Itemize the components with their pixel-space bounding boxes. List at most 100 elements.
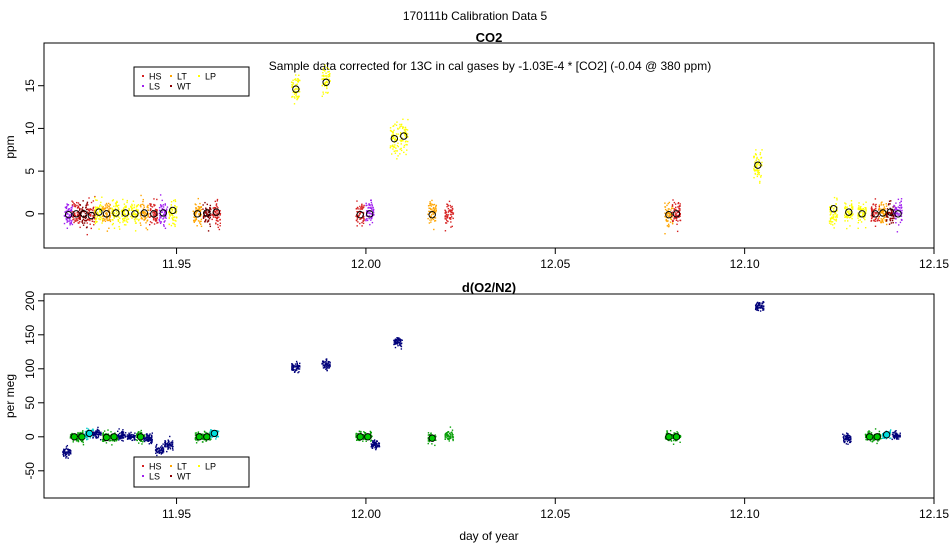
co2-point xyxy=(114,214,116,217)
co2-point xyxy=(405,134,407,137)
co2-point xyxy=(370,217,373,219)
co2-point xyxy=(860,206,862,208)
co2-point xyxy=(94,214,97,216)
o2-point xyxy=(120,437,122,439)
co2-point xyxy=(113,227,116,229)
co2-point xyxy=(358,214,360,217)
co2-point xyxy=(175,220,177,222)
co2-point xyxy=(168,217,171,220)
o2-point xyxy=(844,435,847,438)
co2-point xyxy=(668,212,671,214)
o2-point xyxy=(151,441,153,443)
o2-point xyxy=(166,450,168,453)
o2-point xyxy=(446,433,449,435)
co2-point xyxy=(123,219,126,221)
co2-point xyxy=(292,79,294,81)
co2-mean-marker xyxy=(845,208,853,216)
o2-point xyxy=(217,430,219,432)
co2-point xyxy=(132,200,135,202)
o2-point xyxy=(846,436,848,438)
o2-point xyxy=(63,455,65,457)
o2-point xyxy=(216,435,218,437)
co2-point xyxy=(755,163,757,165)
co2-point xyxy=(295,95,297,97)
o2-point xyxy=(370,431,372,434)
co2-point xyxy=(123,203,126,205)
co2-point xyxy=(214,206,217,209)
co2-point xyxy=(433,211,436,213)
co2-point xyxy=(393,146,396,148)
o2-point xyxy=(150,437,153,439)
co2-point xyxy=(160,205,163,208)
co2-point xyxy=(174,209,176,211)
co2-point xyxy=(76,212,78,214)
co2-cluster xyxy=(399,118,409,156)
o2-point xyxy=(67,448,69,450)
co2-point xyxy=(361,203,363,205)
o2-point xyxy=(842,433,844,435)
o2-point xyxy=(363,431,365,433)
co2-point xyxy=(147,213,149,215)
co2-point xyxy=(93,221,95,223)
o2-point xyxy=(758,306,761,309)
co2-point xyxy=(444,230,447,232)
co2-point xyxy=(165,217,167,219)
co2-point xyxy=(142,210,145,213)
o2-point xyxy=(445,433,447,436)
co2-point xyxy=(88,213,90,215)
o2-point xyxy=(133,435,135,437)
co2-point xyxy=(852,206,854,208)
o2-point xyxy=(80,440,83,443)
co2-point xyxy=(130,215,132,218)
o2-point xyxy=(142,441,144,443)
o2-point xyxy=(292,366,295,368)
co2-point xyxy=(206,221,209,223)
co2-point xyxy=(198,209,201,212)
co2-point xyxy=(433,203,436,206)
co2-point xyxy=(833,214,835,216)
co2-point xyxy=(126,218,128,220)
co2-point xyxy=(215,204,217,206)
co2-point xyxy=(833,218,835,221)
co2-point xyxy=(391,153,393,155)
co2-point xyxy=(217,220,219,222)
co2-point xyxy=(450,221,452,223)
co2-point xyxy=(850,204,853,206)
o2-point xyxy=(327,367,329,369)
o2-point xyxy=(149,433,151,435)
co2-point xyxy=(831,216,833,218)
co2-point xyxy=(68,220,70,223)
o2-point xyxy=(677,432,679,434)
o2-point xyxy=(132,436,135,438)
co2-point xyxy=(847,211,849,213)
co2-point xyxy=(148,223,151,226)
co2-mean-marker xyxy=(150,210,158,218)
o2-point xyxy=(202,441,204,443)
co2-point xyxy=(447,211,450,213)
co2-point xyxy=(399,127,401,129)
co2-point xyxy=(111,210,113,213)
co2-point xyxy=(131,209,133,211)
o2-point xyxy=(67,451,69,453)
o2-point xyxy=(148,436,150,438)
co2-point xyxy=(71,223,74,226)
co2-point xyxy=(66,227,69,229)
co2-cluster xyxy=(444,200,455,232)
co2-point xyxy=(400,147,402,150)
o2-point xyxy=(195,439,197,441)
o2-ytick-label: -50 xyxy=(23,462,37,480)
co2-point xyxy=(435,205,437,208)
o2-point xyxy=(896,435,899,437)
o2-point xyxy=(762,309,764,311)
co2-point xyxy=(122,219,125,222)
co2-point xyxy=(881,220,883,222)
o2-point xyxy=(447,430,450,433)
co2-point xyxy=(365,215,368,217)
co2-point xyxy=(429,201,431,203)
co2-point xyxy=(391,135,394,138)
co2-point xyxy=(172,222,174,225)
o2-point xyxy=(84,430,87,433)
o2-point xyxy=(755,305,757,307)
co2-point xyxy=(371,221,374,224)
co2-point xyxy=(118,208,120,211)
